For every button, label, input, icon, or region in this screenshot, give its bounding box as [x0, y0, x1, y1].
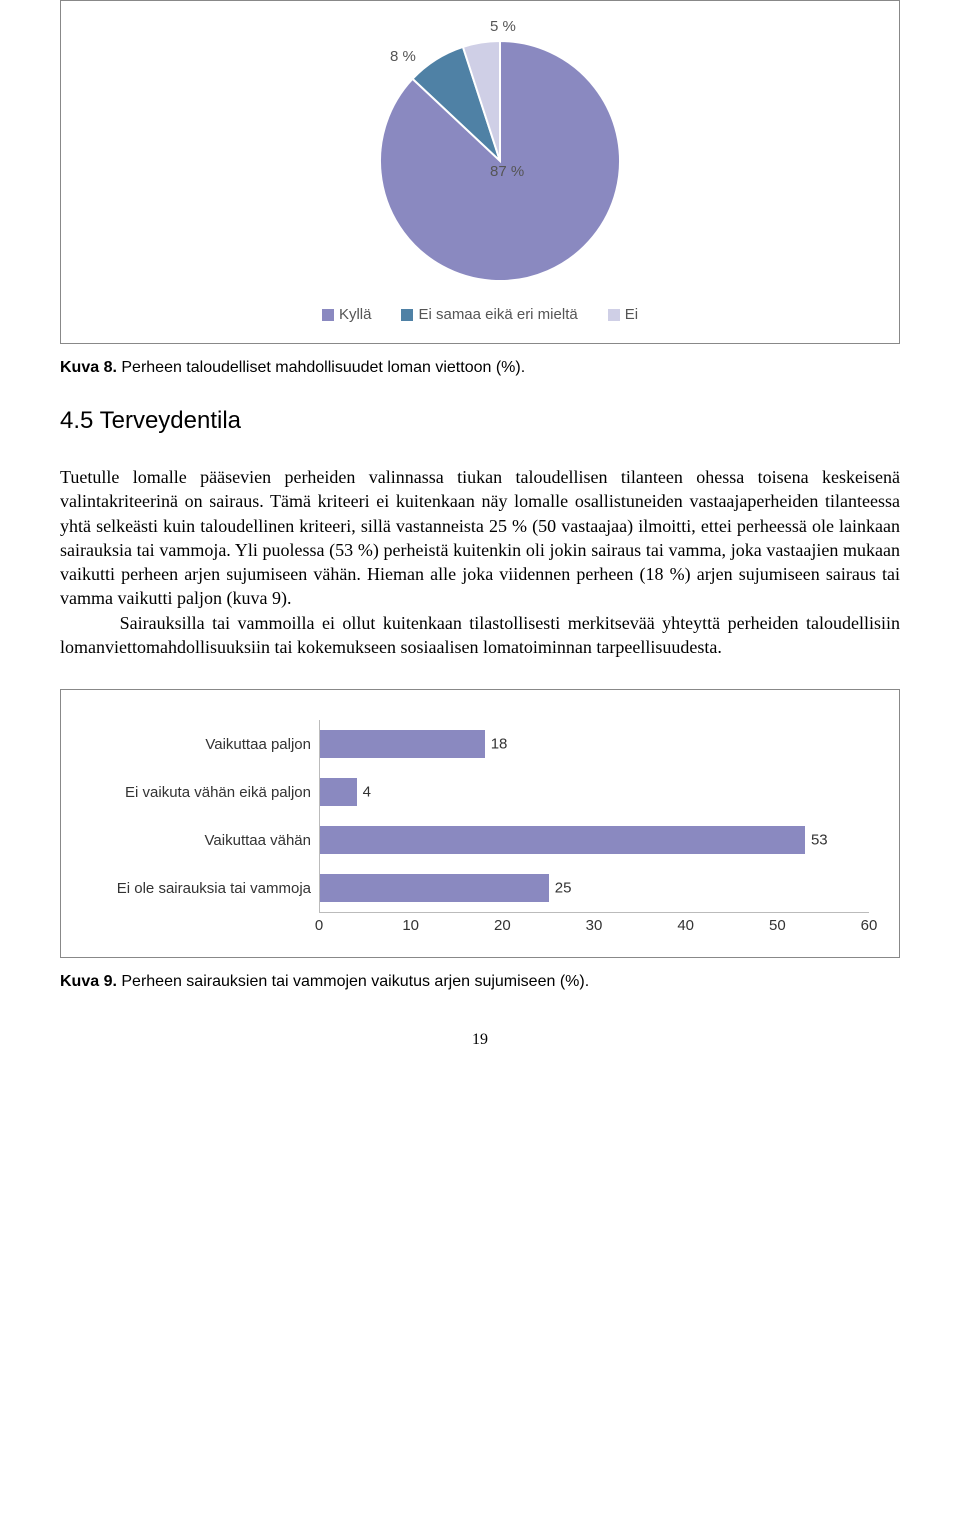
axis-tick: 20	[494, 917, 511, 934]
bar-row: Vaikuttaa paljon18	[91, 720, 869, 768]
axis-tick: 0	[315, 917, 323, 934]
bar-axis: 0102030405060	[319, 912, 869, 937]
bar-rect: 53	[320, 826, 805, 854]
tick-area: 0102030405060	[319, 913, 869, 937]
figure-9-caption: Kuva 9. Perheen sairauksien tai vammojen…	[60, 973, 900, 991]
legend-item: Ei samaa eikä eri mieltä	[401, 306, 577, 323]
paragraph-1: Tuetulle lomalle pääsevien perheiden val…	[60, 465, 900, 611]
bar-row: Vaikuttaa vähän53	[91, 816, 869, 864]
page-number: 19	[60, 1031, 900, 1049]
axis-tick: 10	[402, 917, 419, 934]
legend-swatch	[322, 309, 334, 321]
bar-chart-panel: Vaikuttaa paljon18Ei vaikuta vähän eikä …	[60, 689, 900, 958]
section-title: Terveydentila	[100, 407, 241, 434]
caption-text: Perheen taloudelliset mahdollisuudet lom…	[117, 359, 525, 376]
bar-chart: Vaikuttaa paljon18Ei vaikuta vähän eikä …	[91, 720, 869, 912]
figure-8-caption: Kuva 8. Perheen taloudelliset mahdollisu…	[60, 359, 900, 377]
bar-area: 25	[319, 864, 869, 912]
legend-label: Ei	[625, 306, 638, 323]
pie-legend: Kyllä Ei samaa eikä eri mieltä Ei	[322, 306, 638, 323]
pie-chart: 87 % 8 % 5 % Kyllä Ei samaa eikä eri mieltä…	[81, 11, 879, 323]
bar-label: Ei ole sairauksia tai vammoja	[91, 880, 319, 897]
bar-area: 4	[319, 768, 869, 816]
bar-area: 18	[319, 720, 869, 768]
legend-swatch	[401, 309, 413, 321]
bar-rect: 4	[320, 778, 357, 806]
bar-label: Ei vaikuta vähän eikä paljon	[91, 784, 319, 801]
pie-label: 8 %	[390, 48, 416, 65]
axis-tick: 40	[677, 917, 694, 934]
pie-label: 87 %	[490, 163, 524, 180]
caption-text: Perheen sairauksien tai vammojen vaikutu…	[117, 973, 589, 990]
section-number: 4.5	[60, 407, 93, 434]
paragraph-2: Sairauksilla tai vammoilla ei ollut kuit…	[60, 611, 900, 660]
caption-bold: Kuva 9.	[60, 973, 117, 990]
body-text: Tuetulle lomalle pääsevien perheiden val…	[60, 465, 900, 659]
caption-bold: Kuva 8.	[60, 359, 117, 376]
legend-swatch	[608, 309, 620, 321]
bar-row: Ei vaikuta vähän eikä paljon4	[91, 768, 869, 816]
legend-label: Kyllä	[339, 306, 372, 323]
bar-rect: 18	[320, 730, 485, 758]
legend-item: Ei	[608, 306, 638, 323]
bar-value: 4	[363, 784, 371, 801]
pie-chart-panel: 87 % 8 % 5 % Kyllä Ei samaa eikä eri mieltä…	[60, 0, 900, 344]
axis-tick: 30	[586, 917, 603, 934]
axis-tick: 60	[861, 917, 878, 934]
bar-label: Vaikuttaa paljon	[91, 736, 319, 753]
bar-value: 18	[491, 736, 508, 753]
bar-label: Vaikuttaa vähän	[91, 832, 319, 849]
pie-svg: 87 % 8 % 5 %	[300, 11, 660, 291]
legend-label: Ei samaa eikä eri mieltä	[418, 306, 577, 323]
bar-value: 53	[811, 832, 828, 849]
pie-label: 5 %	[490, 18, 516, 35]
bar-rect: 25	[320, 874, 549, 902]
legend-item: Kyllä	[322, 306, 372, 323]
section-heading: 4.5 Terveydentila	[60, 407, 900, 435]
axis-tick: 50	[769, 917, 786, 934]
bar-value: 25	[555, 880, 572, 897]
bar-area: 53	[319, 816, 869, 864]
bar-row: Ei ole sairauksia tai vammoja25	[91, 864, 869, 912]
